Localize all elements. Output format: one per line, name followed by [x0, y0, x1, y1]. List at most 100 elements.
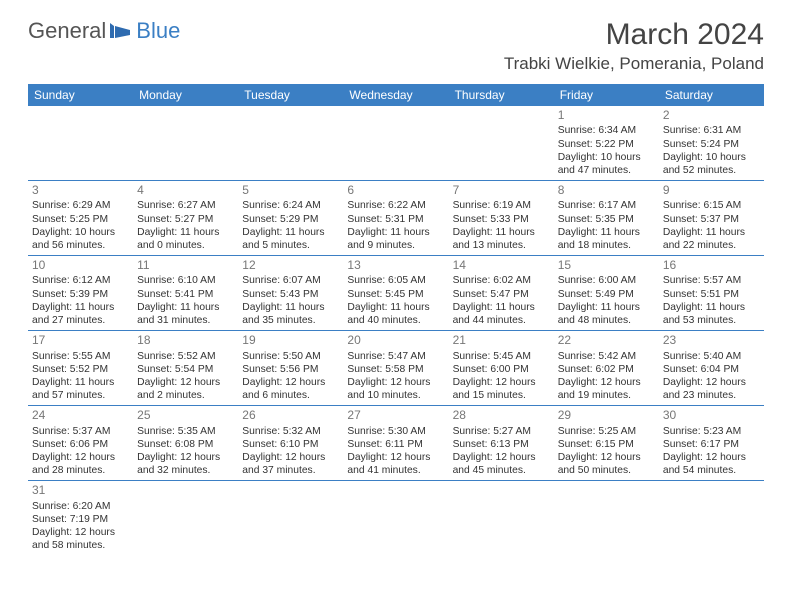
day-info-ss: Sunset: 5:25 PM [32, 213, 128, 226]
calendar-day: 14Sunrise: 6:02 AMSunset: 5:47 PMDayligh… [449, 256, 554, 330]
day-info-sr: Sunrise: 6:20 AM [32, 500, 128, 513]
calendar-day: 22Sunrise: 5:42 AMSunset: 6:02 PMDayligh… [554, 331, 659, 405]
day-info-dl2: and 47 minutes. [558, 164, 654, 177]
day-info-ss: Sunset: 7:19 PM [32, 513, 128, 526]
calendar-day: 24Sunrise: 5:37 AMSunset: 6:06 PMDayligh… [28, 406, 133, 480]
calendar-day: 4Sunrise: 6:27 AMSunset: 5:27 PMDaylight… [133, 181, 238, 255]
calendar-day: 20Sunrise: 5:47 AMSunset: 5:58 PMDayligh… [343, 331, 448, 405]
calendar-day-empty [659, 481, 764, 555]
day-info-ss: Sunset: 5:27 PM [137, 213, 233, 226]
day-info-ss: Sunset: 5:41 PM [137, 288, 233, 301]
calendar-day-empty [238, 481, 343, 555]
day-number: 9 [663, 183, 759, 198]
day-number: 18 [137, 333, 233, 348]
day-number: 16 [663, 258, 759, 273]
day-info-dl2: and 53 minutes. [663, 314, 759, 327]
flag-icon [110, 21, 132, 42]
day-info-ss: Sunset: 6:17 PM [663, 438, 759, 451]
calendar-day-empty [554, 481, 659, 555]
day-info-dl1: Daylight: 12 hours [32, 451, 128, 464]
day-number: 6 [347, 183, 443, 198]
calendar-day-empty [343, 106, 448, 180]
day-number: 22 [558, 333, 654, 348]
day-number: 28 [453, 408, 549, 423]
day-number: 17 [32, 333, 128, 348]
day-number: 15 [558, 258, 654, 273]
day-info-dl2: and 54 minutes. [663, 464, 759, 477]
day-info-ss: Sunset: 5:43 PM [242, 288, 338, 301]
day-info-sr: Sunrise: 5:42 AM [558, 350, 654, 363]
day-number: 4 [137, 183, 233, 198]
day-info-dl2: and 13 minutes. [453, 239, 549, 252]
day-info-dl2: and 18 minutes. [558, 239, 654, 252]
day-info-dl1: Daylight: 11 hours [663, 226, 759, 239]
day-info-ss: Sunset: 6:11 PM [347, 438, 443, 451]
day-info-sr: Sunrise: 5:50 AM [242, 350, 338, 363]
day-info-sr: Sunrise: 6:34 AM [558, 124, 654, 137]
day-info-dl1: Daylight: 11 hours [347, 301, 443, 314]
day-info-dl1: Daylight: 12 hours [558, 376, 654, 389]
day-info-dl2: and 45 minutes. [453, 464, 549, 477]
day-info-dl1: Daylight: 12 hours [453, 376, 549, 389]
day-info-dl2: and 23 minutes. [663, 389, 759, 402]
day-info-dl2: and 44 minutes. [453, 314, 549, 327]
day-number: 14 [453, 258, 549, 273]
day-number: 7 [453, 183, 549, 198]
day-number: 1 [558, 108, 654, 123]
day-info-dl2: and 50 minutes. [558, 464, 654, 477]
calendar-day: 30Sunrise: 5:23 AMSunset: 6:17 PMDayligh… [659, 406, 764, 480]
day-info-ss: Sunset: 5:52 PM [32, 363, 128, 376]
day-info-ss: Sunset: 5:37 PM [663, 213, 759, 226]
day-info-dl1: Daylight: 11 hours [558, 226, 654, 239]
weekday-header-row: SundayMondayTuesdayWednesdayThursdayFrid… [28, 84, 764, 106]
day-info-sr: Sunrise: 6:15 AM [663, 199, 759, 212]
weekday-header: Friday [554, 84, 659, 106]
day-info-sr: Sunrise: 6:22 AM [347, 199, 443, 212]
calendar-week: 1Sunrise: 6:34 AMSunset: 5:22 PM Daylight… [28, 106, 764, 181]
weekday-header: Saturday [659, 84, 764, 106]
day-number: 13 [347, 258, 443, 273]
calendar-day-empty [28, 106, 133, 180]
calendar-day: 23Sunrise: 5:40 AMSunset: 6:04 PMDayligh… [659, 331, 764, 405]
page-title: March 2024 [504, 18, 764, 52]
weekday-header: Wednesday [343, 84, 448, 106]
day-info-dl1: Daylight: 10 hours [663, 151, 759, 164]
day-number: 5 [242, 183, 338, 198]
day-info-sr: Sunrise: 5:40 AM [663, 350, 759, 363]
day-info-ss: Sunset: 6:10 PM [242, 438, 338, 451]
day-info-dl2: and 37 minutes. [242, 464, 338, 477]
day-info-dl2: and 6 minutes. [242, 389, 338, 402]
day-info-dl1: Daylight: 12 hours [347, 451, 443, 464]
day-info-dl2: and 48 minutes. [558, 314, 654, 327]
day-info-dl2: and 15 minutes. [453, 389, 549, 402]
day-info-sr: Sunrise: 5:30 AM [347, 425, 443, 438]
day-info-dl1: Daylight: 11 hours [137, 301, 233, 314]
calendar-week: 17Sunrise: 5:55 AMSunset: 5:52 PMDayligh… [28, 331, 764, 406]
day-number: 19 [242, 333, 338, 348]
day-info-dl2: and 57 minutes. [32, 389, 128, 402]
calendar: SundayMondayTuesdayWednesdayThursdayFrid… [28, 84, 764, 555]
day-info-sr: Sunrise: 5:23 AM [663, 425, 759, 438]
day-info-sr: Sunrise: 5:52 AM [137, 350, 233, 363]
day-info-ss: Sunset: 5:22 PM [558, 138, 654, 151]
calendar-day: 19Sunrise: 5:50 AMSunset: 5:56 PMDayligh… [238, 331, 343, 405]
calendar-day-empty [449, 106, 554, 180]
day-info-dl1: Daylight: 12 hours [663, 451, 759, 464]
day-info-ss: Sunset: 5:33 PM [453, 213, 549, 226]
day-info-dl1: Daylight: 11 hours [663, 301, 759, 314]
day-number: 27 [347, 408, 443, 423]
day-info-dl1: Daylight: 12 hours [453, 451, 549, 464]
day-info-ss: Sunset: 5:49 PM [558, 288, 654, 301]
calendar-day: 10Sunrise: 6:12 AMSunset: 5:39 PMDayligh… [28, 256, 133, 330]
title-block: March 2024 Trabki Wielkie, Pomerania, Po… [504, 18, 764, 74]
day-info-sr: Sunrise: 6:05 AM [347, 274, 443, 287]
day-info-sr: Sunrise: 5:37 AM [32, 425, 128, 438]
day-info-dl2: and 32 minutes. [137, 464, 233, 477]
day-info-dl1: Daylight: 12 hours [32, 526, 128, 539]
day-info-ss: Sunset: 6:04 PM [663, 363, 759, 376]
calendar-day: 1Sunrise: 6:34 AMSunset: 5:22 PMDaylight… [554, 106, 659, 180]
day-info-dl2: and 2 minutes. [137, 389, 233, 402]
day-number: 20 [347, 333, 443, 348]
day-info-dl2: and 28 minutes. [32, 464, 128, 477]
calendar-day: 5Sunrise: 6:24 AMSunset: 5:29 PMDaylight… [238, 181, 343, 255]
